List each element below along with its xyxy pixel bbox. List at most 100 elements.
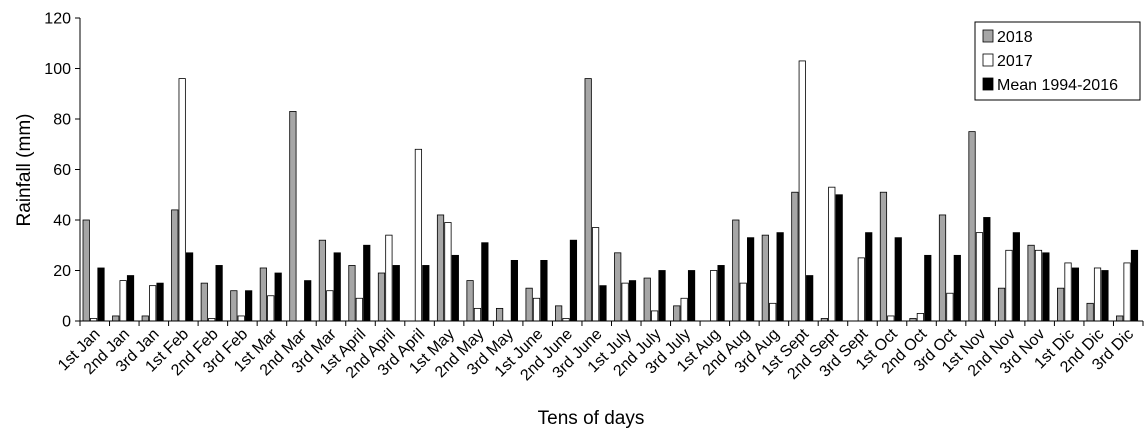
bar-mean-1994-2016-2nd-sept	[835, 194, 843, 322]
bar-mean-1994-2016-3rd-april	[422, 265, 430, 322]
bar-2018-1st-oct	[879, 191, 888, 322]
bar-2018-3rd-may	[495, 307, 504, 322]
bar-2018-2nd-aug	[732, 219, 740, 322]
legend-label: Mean 1994-2016	[997, 77, 1118, 94]
bar-2017-3rd-feb	[237, 315, 245, 322]
bar-2018-2nd-may	[466, 280, 474, 322]
x-axis-title: Tens of days	[538, 408, 645, 429]
bar-2017-2nd-sept	[828, 186, 836, 322]
bar-mean-1994-2016-2nd-may	[481, 242, 489, 322]
bar-2017-2nd-may	[473, 307, 482, 322]
legend-swatch	[982, 53, 994, 67]
bar-2017-3rd-june	[591, 227, 600, 322]
bar-mean-1994-2016-2nd-jan	[126, 275, 135, 322]
bar-2018-1st-feb	[171, 209, 179, 322]
bar-mean-1994-2016-1st-may	[451, 254, 459, 322]
bar-2018-3rd-dic	[1116, 315, 1124, 322]
bar-mean-1994-2016-2nd-june	[569, 239, 578, 322]
bar-mean-1994-2016-2nd-april	[392, 265, 400, 322]
y-ticks-group: 0 20 40 60 80 100 120	[44, 11, 80, 331]
bar-mean-1994-2016-1st-oct	[894, 237, 902, 322]
bar-mean-1994-2016-2nd-aug	[747, 237, 755, 322]
bar-2017-3rd-nov	[1034, 249, 1043, 322]
bar-mean-1994-2016-1st-jan	[97, 267, 105, 322]
bar-mean-1994-2016-2nd-july	[658, 270, 666, 322]
bar-mean-1994-2016-3rd-aug	[776, 232, 784, 322]
y-tick-label: 120	[44, 11, 71, 28]
bar-2017-1st-nov	[975, 232, 984, 322]
bar-2017-3rd-july	[680, 297, 688, 322]
bar-2018-3rd-feb	[230, 290, 238, 322]
bar-2017-2nd-july	[651, 310, 659, 322]
bar-2017-3rd-april	[414, 148, 423, 322]
bar-2017-3rd-dic	[1123, 262, 1131, 322]
bar-2017-3rd-sept	[857, 257, 865, 322]
bar-2017-2nd-aug	[739, 282, 747, 322]
bar-mean-1994-2016-3rd-sept	[865, 232, 873, 322]
bar-mean-1994-2016-1st-sept	[806, 275, 814, 322]
bar-2017-1st-oct	[887, 315, 895, 322]
legend-label: 2018	[997, 29, 1033, 46]
bar-2017-2nd-nov	[1005, 249, 1013, 322]
bar-mean-1994-2016-3rd-nov	[1042, 252, 1050, 322]
bar-mean-1994-2016-2nd-dic	[1101, 270, 1109, 322]
bar-mean-1994-2016-2nd-mar	[304, 280, 312, 322]
bar-2018-1st-april	[348, 265, 356, 322]
legend-swatch	[982, 29, 994, 43]
legend: 2018 2017 Mean 1994-2016	[974, 21, 1141, 101]
bar-2017-1st-sept	[798, 60, 806, 322]
bar-2017-3rd-jan	[149, 285, 157, 322]
bar-2018-1st-dic	[1057, 287, 1065, 322]
bar-mean-1994-2016-1st-feb	[185, 252, 194, 322]
legend-label: 2017	[997, 53, 1033, 70]
bar-2017-1st-june	[532, 297, 541, 322]
bar-mean-1994-2016-1st-mar	[274, 272, 282, 322]
bar-mean-1994-2016-1st-aug	[717, 265, 725, 322]
bar-mean-1994-2016-3rd-mar	[333, 252, 341, 322]
bar-2018-1st-sept	[791, 191, 799, 322]
bar-2018-1st-jan	[82, 219, 90, 322]
bar-2018-1st-nov	[968, 131, 976, 322]
bar-mean-1994-2016-3rd-june	[599, 285, 607, 322]
bar-2017-2nd-oct	[916, 313, 924, 322]
bar-2018-2nd-nov	[997, 287, 1006, 322]
legend-box	[974, 21, 1141, 101]
bar-mean-1994-2016-1st-june	[540, 259, 548, 322]
bar-2018-1st-may	[436, 214, 445, 322]
bar-mean-1994-2016-3rd-july	[687, 270, 696, 322]
bar-2017-1st-feb	[178, 78, 186, 322]
bar-2017-3rd-aug	[769, 302, 777, 322]
y-axis-title: Rainfall (mm)	[14, 114, 35, 227]
y-tick-label: 40	[53, 213, 71, 230]
bar-2017-1st-july	[621, 282, 629, 322]
bar-2017-1st-dic	[1064, 262, 1072, 322]
bar-2017-2nd-april	[385, 234, 393, 322]
bar-2018-2nd-mar	[289, 111, 297, 322]
bar-2017-3rd-oct	[946, 292, 954, 322]
bar-2018-2nd-jan	[112, 315, 120, 322]
bar-2018-1st-june	[525, 287, 533, 322]
bar-mean-1994-2016-1st-april	[363, 244, 371, 322]
bar-2017-1st-mar	[267, 295, 275, 322]
bar-2017-1st-may	[444, 222, 452, 322]
bar-2018-3rd-nov	[1027, 244, 1035, 322]
bar-2018-3rd-july	[673, 305, 681, 322]
bar-2018-2nd-june	[555, 305, 563, 322]
bar-2017-1st-april	[355, 297, 363, 322]
bar-2018-1st-july	[614, 252, 622, 322]
bar-2018-1st-mar	[259, 267, 267, 322]
bar-mean-1994-2016-3rd-may	[510, 259, 518, 322]
y-tick-label: 60	[53, 162, 71, 179]
bar-mean-1994-2016-3rd-oct	[953, 254, 961, 322]
bar-2018-2nd-april	[377, 272, 386, 322]
bar-mean-1994-2016-3rd-dic	[1130, 249, 1139, 322]
y-tick-label: 0	[62, 314, 71, 331]
bar-mean-1994-2016-1st-dic	[1071, 267, 1080, 322]
legend-swatch	[982, 77, 994, 91]
y-tick-label: 20	[53, 263, 71, 280]
bar-2018-3rd-mar	[318, 239, 327, 322]
bar-2017-2nd-dic	[1093, 267, 1102, 322]
bars-group	[82, 60, 1139, 322]
bar-2017-2nd-jan	[119, 280, 127, 322]
